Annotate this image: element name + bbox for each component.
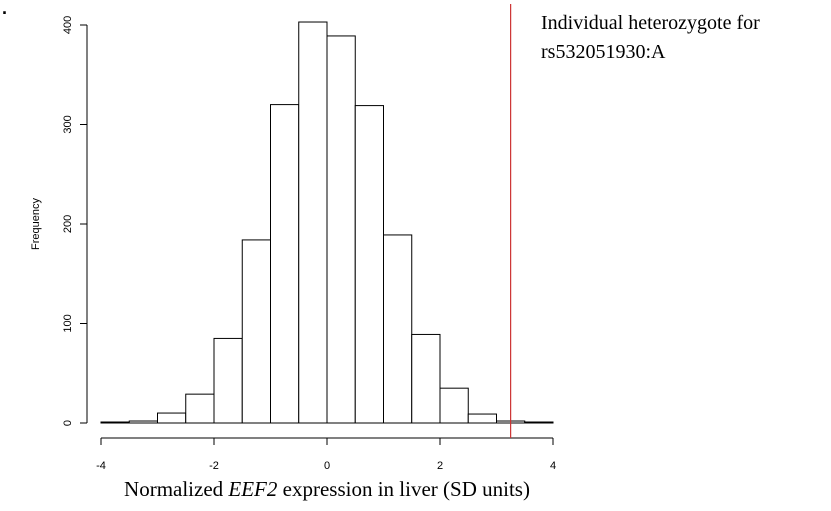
y-tick-label: 0	[62, 420, 74, 426]
x-axis-title: Normalized EEF2 expression in liver (SD …	[124, 477, 530, 501]
x-tick-label: -4	[96, 460, 106, 472]
y-tick-label: 400	[62, 16, 74, 34]
x-axis-title-prefix: Normalized	[124, 477, 228, 501]
histogram-bar	[157, 412, 187, 424]
y-tick-label: 100	[62, 314, 74, 332]
x-tick-label: 4	[550, 460, 556, 472]
x-tick-label: 2	[437, 460, 443, 472]
histogram-bar	[270, 104, 300, 424]
histogram-bar	[185, 393, 215, 424]
x-axis: -4 -2 0 2 4	[96, 437, 556, 472]
histogram-bar	[213, 337, 243, 424]
histogram-bars	[100, 21, 554, 424]
reference-line-label-line1: Individual heterozygote for	[541, 12, 760, 34]
histogram-bar	[411, 333, 441, 424]
y-tick-label: 200	[62, 215, 74, 233]
x-tick-label: 0	[324, 460, 330, 472]
histogram-bar	[241, 239, 271, 424]
y-axis: 0 100 200 300 400	[62, 16, 88, 426]
histogram-bar	[100, 421, 130, 424]
x-axis-title-suffix: expression in liver (SD units)	[277, 477, 530, 501]
histogram-bar	[383, 234, 413, 424]
histogram-bar	[326, 35, 356, 424]
histogram-bar	[354, 105, 384, 424]
histogram-bar	[298, 21, 328, 424]
histogram-bar	[524, 421, 554, 424]
y-tick-label: 300	[62, 115, 74, 133]
panel-corner-mark: .	[2, 0, 7, 18]
x-tick-label: -2	[209, 460, 219, 472]
histogram-bar	[439, 387, 469, 424]
histogram-bar	[128, 420, 158, 424]
y-axis-title: Frequency	[30, 198, 42, 250]
reference-line-label-line2: rs532051930:A	[541, 41, 666, 63]
x-axis-title-gene: EEF2	[227, 477, 277, 501]
histogram-bar	[467, 413, 497, 424]
